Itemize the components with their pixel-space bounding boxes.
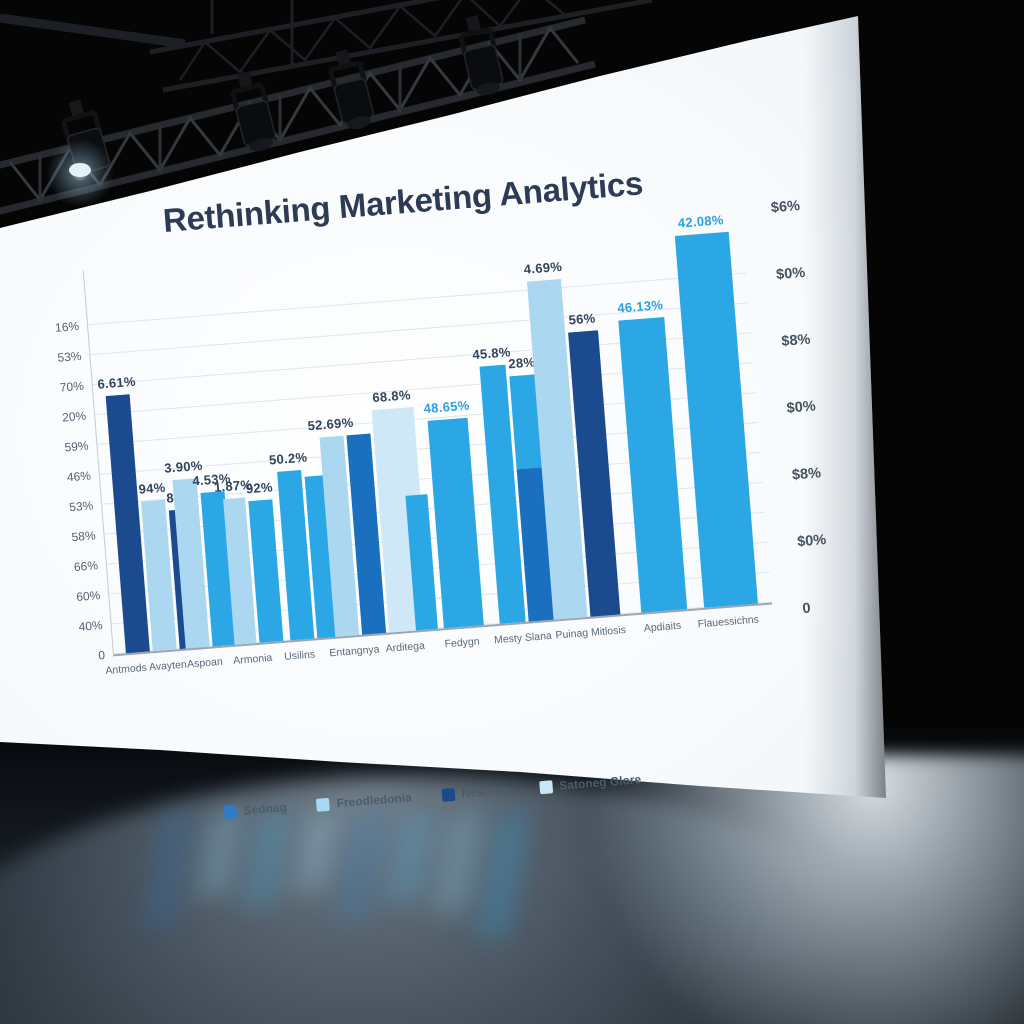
y-axis-right-tick: $8% — [780, 331, 812, 350]
legend-swatch — [223, 804, 238, 819]
bar-value-label: 28% — [507, 354, 536, 372]
y-axis-tick: 66% — [73, 558, 99, 575]
bar-value-label: 92% — [245, 479, 274, 497]
y-axis-right-tick: $0% — [796, 532, 827, 551]
corner-beam — [0, 13, 186, 49]
x-axis-label: Usilins — [283, 648, 316, 663]
x-axis-label: Mesty Slana — [493, 629, 553, 647]
y-axis-tick: 59% — [63, 438, 90, 455]
y-axis-tick: 60% — [75, 588, 101, 605]
stage-light-icon — [230, 71, 276, 152]
y-axis-tick: 58% — [71, 528, 97, 545]
bar-value-label: 48.65% — [423, 397, 471, 417]
bar-value-label: 6.61% — [96, 373, 137, 392]
bar-group: 46.13% — [617, 297, 688, 613]
rigging-cables — [210, 0, 294, 66]
floor-bar-reflections — [136, 812, 644, 972]
x-axis-label: Fedygn — [444, 635, 481, 651]
bar: 48.65% — [423, 398, 484, 629]
bar-value-label: 52.69% — [307, 414, 355, 434]
x-axis-label: Arditega — [385, 639, 426, 655]
x-axis-label: Puinag Mitlosis — [555, 624, 627, 642]
floor-bright-reflection — [590, 755, 1024, 1024]
stage-light-glowing-icon — [46, 99, 114, 207]
stage-light-icon — [328, 49, 374, 130]
x-axis-label: Flauessichns — [697, 613, 760, 631]
y-axis-tick: 46% — [66, 468, 92, 485]
x-axis-label: Apdiaits — [643, 619, 682, 635]
y-axis-tick: 70% — [59, 378, 85, 395]
bar: 46.13% — [617, 297, 688, 613]
y-axis-right-tick: 0 — [801, 600, 812, 618]
y-axis-tick: 53% — [56, 348, 82, 365]
bar-group: 1.87% 92% — [213, 477, 284, 645]
legend-swatch — [441, 787, 456, 802]
y-axis-tick: 53% — [68, 498, 94, 515]
y-axis-tick: 0 — [97, 647, 106, 663]
x-axis-label: Entangnya — [328, 643, 380, 660]
bar-value-label: 68.8% — [371, 387, 412, 406]
y-axis-tick: 20% — [61, 408, 87, 425]
legend-swatch — [538, 779, 553, 794]
bar-value-label: 94% — [138, 479, 167, 497]
stage-light-icon — [458, 15, 504, 96]
x-axis-label: Armonia — [232, 651, 273, 667]
y-axis-right-tick: $0% — [786, 398, 817, 417]
x-axis-label: Antmods Avayten — [104, 658, 188, 677]
bar-value-label: 45.8% — [471, 344, 512, 363]
y-axis-tick: 40% — [78, 618, 104, 634]
stage-truss — [0, 0, 653, 215]
bar-value-label: 50.2% — [268, 449, 308, 468]
y-axis-right-tick: $8% — [791, 465, 822, 484]
bar-group: 48.65% — [423, 398, 484, 629]
legend-swatch — [316, 797, 331, 812]
x-axis-label: Aspoan — [186, 655, 224, 671]
